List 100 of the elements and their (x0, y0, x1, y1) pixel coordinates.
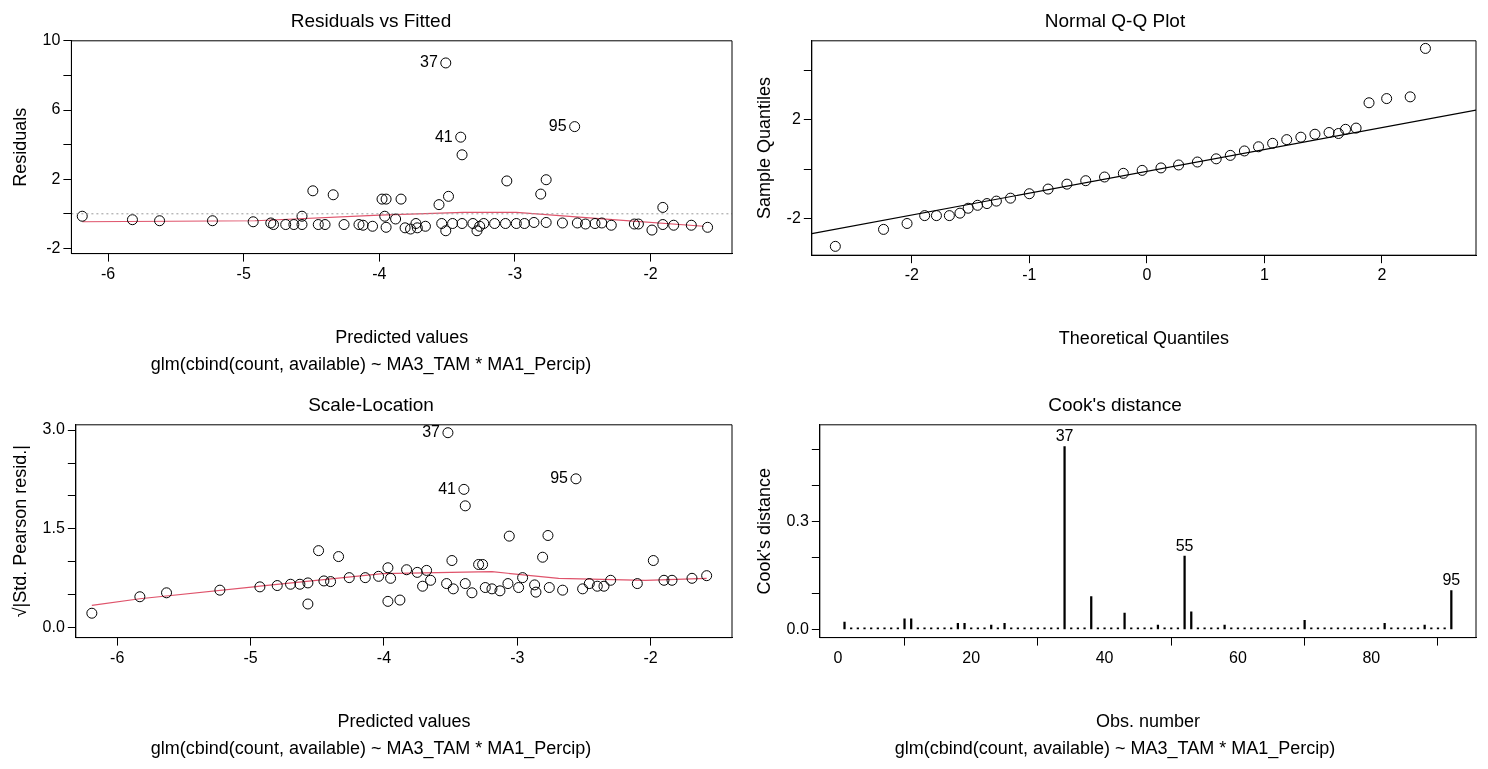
x-tick-label: -5 (236, 264, 251, 282)
x-axis-title: Predicted values (337, 710, 471, 731)
annotation: 55 (1175, 536, 1194, 554)
point (1117, 167, 1129, 179)
y-tick-label: 0.0 (42, 618, 65, 636)
y-tick-label: 10 (42, 31, 61, 49)
annotation: 95 (548, 117, 567, 135)
bar (903, 618, 906, 630)
y-axis-title: Sample Quantiles (753, 76, 774, 220)
y-axis-title: Cook's distance (753, 467, 774, 595)
y-tick-label: 6 (51, 100, 61, 118)
point (1061, 178, 1073, 190)
text: glm(cbind(count, available) ~ MA3_TAM * MA1_Percip) (150, 738, 592, 760)
point (1309, 128, 1321, 140)
point (1323, 127, 1335, 139)
annotation: 95 (1442, 571, 1461, 588)
point (930, 210, 942, 222)
chart-title: Normal Q-Q Plot (1044, 9, 1186, 31)
point (1191, 156, 1203, 168)
point (972, 199, 984, 211)
point (1404, 91, 1416, 103)
x-tick-label: -3 (507, 264, 523, 282)
point (1295, 131, 1307, 143)
x-tick-label: 20 (962, 648, 981, 666)
bar (963, 622, 966, 630)
point (943, 210, 955, 222)
y-tick-label: 0.0 (786, 619, 809, 637)
point (1332, 127, 1344, 139)
point (1281, 134, 1293, 146)
annotation: 37 (422, 423, 441, 441)
point (1340, 123, 1352, 135)
point (1023, 188, 1035, 200)
text: glm(cbind(count, available) ~ MA3_TAM * MA1_Percip) (150, 354, 592, 376)
point (1155, 162, 1167, 174)
bar (1063, 446, 1066, 630)
chart-title: Residuals vs Fitted (290, 9, 452, 31)
point (1350, 122, 1362, 134)
point (954, 207, 966, 219)
annotation: 41 (438, 479, 457, 497)
point (1004, 192, 1016, 204)
point (981, 198, 993, 210)
x-tick-label: -4 (372, 264, 387, 282)
y-tick-label: 0.3 (786, 512, 809, 530)
bar (1183, 555, 1186, 630)
x-tick-label: 2 (1377, 266, 1387, 284)
annotation: 41 (434, 127, 453, 145)
point (1210, 153, 1222, 165)
chart-title: Cook's distance (1048, 393, 1182, 415)
point (1136, 164, 1148, 176)
x-axis-title: Predicted values (335, 326, 469, 347)
x-tick-label: -6 (100, 264, 116, 282)
x-tick-label: -3 (510, 648, 525, 666)
bar (843, 621, 846, 630)
y-tick-label: 2 (51, 169, 61, 187)
text: glm(cbind(count, available) ~ MA3_TAM * MA1_Percip) (894, 738, 1336, 760)
point (919, 210, 931, 222)
x-axis-title: Theoretical Quantiles (1058, 328, 1229, 349)
point (1238, 145, 1250, 157)
bar (1190, 611, 1193, 630)
x-tick-label: 40 (1095, 648, 1114, 666)
x-tick-label: -4 (376, 648, 392, 666)
point (962, 202, 974, 214)
point (1267, 137, 1279, 149)
y-tick-label: 1.5 (42, 519, 65, 537)
bar (1223, 624, 1226, 630)
annotation: 37 (419, 53, 438, 71)
x-tick-label: 80 (1362, 648, 1381, 666)
x-axis-title: Obs. number (1095, 710, 1200, 731)
annotation: 37 (1055, 427, 1074, 445)
chart-title: Scale-Location (308, 393, 434, 415)
point (1363, 97, 1375, 109)
y-axis-title: Residuals (9, 107, 30, 187)
x-tick-label: -2 (904, 266, 919, 284)
point (901, 217, 913, 229)
y-tick-label: -2 (46, 238, 61, 256)
y-tick-label: -2 (786, 208, 801, 226)
x-tick-label: -1 (1022, 266, 1037, 284)
bar (1123, 612, 1126, 630)
y-tick-label: 3.0 (42, 420, 65, 438)
x-tick-label: -2 (643, 264, 658, 282)
bar (1303, 620, 1306, 630)
point (1080, 175, 1092, 187)
x-tick-label: 0 (1142, 266, 1152, 284)
point (1099, 171, 1111, 183)
x-tick-label: 0 (833, 648, 843, 666)
bar (1003, 622, 1006, 630)
x-tick-label: 1 (1259, 266, 1269, 284)
x-tick-label: 60 (1229, 648, 1247, 666)
annotation: 95 (550, 469, 569, 487)
point (1042, 183, 1054, 195)
point (1173, 159, 1185, 171)
point (829, 240, 841, 252)
point (1224, 149, 1236, 161)
point (1381, 93, 1393, 105)
point (990, 195, 1002, 207)
x-tick-label: -6 (110, 648, 125, 666)
y-tick-label: 2 (791, 110, 801, 128)
point (1253, 141, 1265, 153)
x-tick-label: -2 (643, 648, 658, 666)
point (1419, 42, 1431, 54)
